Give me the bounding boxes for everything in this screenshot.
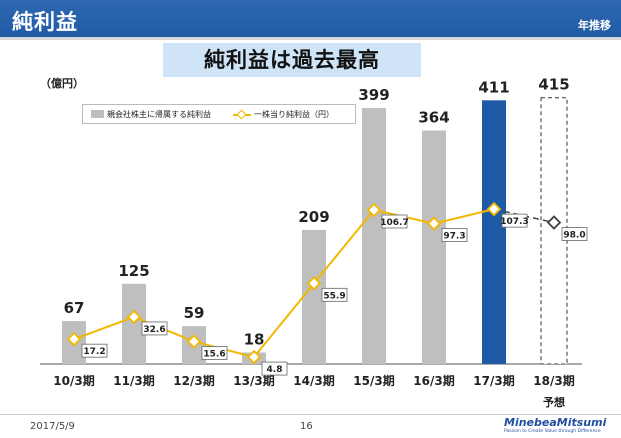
- x-tick-label: 16/3期: [413, 373, 454, 388]
- eps-point: [546, 215, 562, 230]
- x-tick-label: 13/3期: [233, 373, 274, 388]
- bar-value-label: 415: [538, 76, 569, 94]
- eps-value-label: 107.3: [500, 217, 528, 227]
- eps-label-box: [141, 321, 168, 336]
- x-tick-label: 12/3期: [173, 373, 214, 388]
- legend-line-label: 一株当り純利益（円）: [254, 110, 334, 119]
- bar-value-label: 18: [244, 330, 265, 348]
- eps-label-box: [261, 361, 288, 376]
- x-tick-label: 15/3期: [353, 373, 394, 388]
- eps-line: [73, 208, 495, 359]
- eps-value-label: 15.6: [203, 349, 225, 359]
- legend-bar-label: 親会社株主に帰属する純利益: [107, 110, 211, 119]
- x-tick-label: 14/3期: [293, 373, 334, 388]
- eps-point: [366, 202, 382, 218]
- eps-value-label: 55.9: [323, 291, 345, 301]
- eps-point: [66, 331, 82, 347]
- eps-point: [306, 276, 322, 291]
- bar: [362, 108, 386, 364]
- eps-label-box: [381, 214, 408, 229]
- bar-value-label: 125: [118, 262, 149, 280]
- title-underline: [0, 37, 621, 40]
- legend-bar-swatch: [91, 110, 104, 118]
- page-title: 純利益: [12, 10, 78, 34]
- eps-point: [246, 349, 262, 365]
- eps-value-label: 17.2: [83, 347, 105, 357]
- eps-value-label: 32.6: [143, 325, 165, 335]
- x-tick-label: 11/3期: [113, 373, 154, 388]
- bar-value-label: 59: [184, 304, 205, 322]
- eps-label-box: [201, 346, 228, 360]
- chart-legend: 親会社株主に帰属する純利益 一株当り純利益（円）: [82, 104, 356, 124]
- eps-value-label: 106.7: [380, 218, 408, 228]
- headline-banner: 純利益は過去最高: [163, 43, 421, 77]
- eps-point: [186, 334, 202, 349]
- bar-value-label: 67: [64, 299, 85, 317]
- eps-point: [486, 201, 502, 217]
- logo-tagline: Passion to Create Value through Differen…: [504, 429, 601, 434]
- eps-label-box: [321, 287, 348, 302]
- eps-label-box: [441, 228, 468, 242]
- legend-diamond-icon: [236, 109, 247, 120]
- eps-point: [426, 216, 442, 231]
- logo-name: MinebeaMitsumi: [504, 416, 607, 429]
- eps-label-box: [501, 213, 528, 228]
- eps-value-label: 97.3: [443, 232, 465, 242]
- bar-value-label: 209: [298, 208, 329, 226]
- eps-label-box: [561, 227, 588, 241]
- x-tick-label: 18/3期: [533, 373, 574, 388]
- footer-divider: [0, 414, 621, 415]
- unit-label: （億円）: [40, 77, 84, 90]
- x-tick-note: 予想: [543, 395, 565, 409]
- eps-value-label: 98.0: [563, 231, 585, 241]
- page-number: 16: [300, 421, 313, 432]
- eps-point: [126, 309, 142, 325]
- eps-label-box: [81, 343, 108, 358]
- footer-date: 2017/5/9: [30, 421, 75, 432]
- bar: [422, 130, 446, 364]
- page-subtitle: 年推移: [578, 19, 611, 32]
- bar-value-label: 399: [358, 86, 389, 104]
- bar-value-label: 364: [418, 108, 449, 126]
- x-tick-label: 17/3期: [473, 373, 514, 388]
- bar-highlight: [482, 100, 506, 364]
- title-bar: 純利益 年推移: [0, 0, 621, 40]
- bar-value-label: 411: [478, 78, 509, 96]
- x-tick-label: 10/3期: [53, 373, 94, 388]
- company-logo: MinebeaMitsumi Passion to Create Value t…: [504, 416, 606, 434]
- eps-value-label: 4.8: [267, 365, 283, 375]
